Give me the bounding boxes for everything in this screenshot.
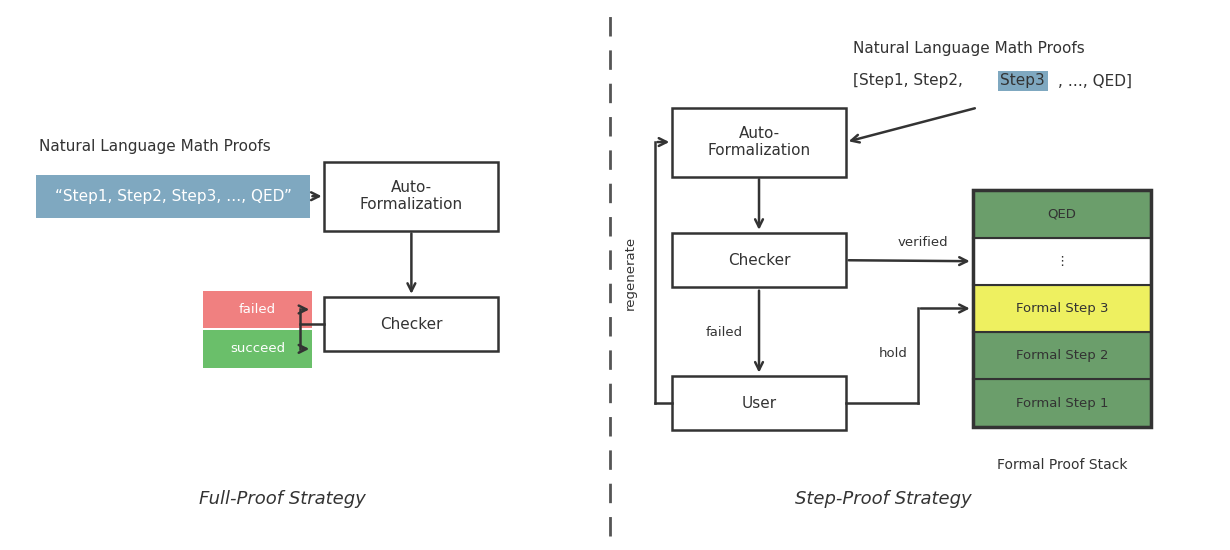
Text: [Step1, Step2,: [Step1, Step2,: [854, 74, 968, 89]
Text: QED: QED: [1048, 207, 1076, 221]
Text: “Step1, Step2, Step3, …, QED”: “Step1, Step2, Step3, …, QED”: [54, 189, 292, 204]
Text: Formal Proof Stack: Formal Proof Stack: [996, 458, 1127, 472]
Text: Natural Language Math Proofs: Natural Language Math Proofs: [854, 41, 1085, 56]
FancyBboxPatch shape: [203, 291, 312, 328]
Text: Formal Step 3: Formal Step 3: [1016, 302, 1108, 315]
Text: , …, QED]: , …, QED]: [1058, 74, 1132, 89]
FancyBboxPatch shape: [672, 376, 846, 430]
Text: Natural Language Math Proofs: Natural Language Math Proofs: [39, 140, 271, 155]
Text: Checker: Checker: [728, 253, 790, 268]
Text: failed: failed: [706, 326, 743, 339]
Text: failed: failed: [239, 303, 276, 316]
FancyBboxPatch shape: [973, 238, 1151, 285]
FancyBboxPatch shape: [325, 297, 498, 351]
FancyBboxPatch shape: [973, 332, 1151, 380]
Text: hold: hold: [878, 347, 908, 360]
Text: Step-Proof Strategy: Step-Proof Strategy: [795, 490, 972, 508]
Text: Auto-
Formalization: Auto- Formalization: [707, 126, 811, 158]
FancyBboxPatch shape: [973, 379, 1151, 427]
Text: Full-Proof Strategy: Full-Proof Strategy: [199, 490, 365, 508]
FancyBboxPatch shape: [672, 108, 846, 177]
FancyBboxPatch shape: [672, 233, 846, 287]
Text: Formal Step 2: Formal Step 2: [1016, 349, 1108, 362]
Text: ⋮: ⋮: [1055, 255, 1069, 268]
Text: User: User: [742, 395, 776, 410]
Text: Step3: Step3: [1000, 74, 1046, 89]
Text: regenerate: regenerate: [624, 236, 636, 310]
FancyBboxPatch shape: [973, 190, 1151, 238]
FancyBboxPatch shape: [203, 330, 312, 367]
Text: succeed: succeed: [230, 342, 285, 355]
Text: Auto-
Formalization: Auto- Formalization: [360, 180, 462, 212]
Text: Checker: Checker: [380, 317, 443, 332]
FancyBboxPatch shape: [37, 174, 310, 218]
FancyBboxPatch shape: [973, 285, 1151, 332]
FancyBboxPatch shape: [325, 162, 498, 230]
Text: verified: verified: [898, 236, 948, 249]
Text: Formal Step 1: Formal Step 1: [1016, 397, 1108, 410]
